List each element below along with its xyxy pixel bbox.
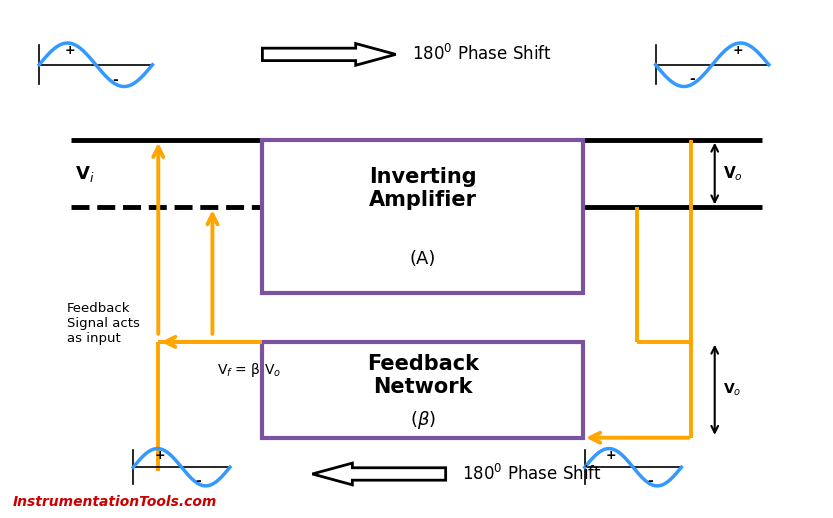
FancyBboxPatch shape — [262, 140, 583, 293]
Text: -: - — [647, 473, 653, 487]
Text: -: - — [112, 74, 118, 88]
Text: -: - — [196, 473, 202, 487]
Text: InstrumentationTools.com: InstrumentationTools.com — [12, 495, 217, 509]
Text: Inverting
Amplifier: Inverting Amplifier — [369, 167, 476, 210]
Text: Feedback
Signal acts
as input: Feedback Signal acts as input — [67, 302, 139, 346]
Text: +: + — [155, 449, 165, 462]
Polygon shape — [312, 463, 446, 485]
Polygon shape — [262, 44, 396, 65]
Text: V$_f$ = β V$_o$: V$_f$ = β V$_o$ — [217, 362, 281, 379]
Text: ($\beta$): ($\beta$) — [410, 409, 436, 431]
Text: V$_o$: V$_o$ — [723, 164, 743, 183]
Text: V$_i$: V$_i$ — [75, 164, 94, 183]
Text: Feedback
Network: Feedback Network — [367, 354, 479, 397]
Text: (A): (A) — [410, 250, 436, 268]
Text: +: + — [732, 44, 743, 57]
Text: 180$^0$ Phase Shift: 180$^0$ Phase Shift — [462, 464, 602, 484]
Text: +: + — [65, 44, 76, 57]
Text: +: + — [606, 449, 616, 462]
Text: 180$^0$ Phase Shift: 180$^0$ Phase Shift — [412, 45, 552, 64]
FancyBboxPatch shape — [262, 342, 583, 438]
Text: V$_o$: V$_o$ — [723, 382, 741, 398]
Text: -: - — [690, 72, 696, 86]
